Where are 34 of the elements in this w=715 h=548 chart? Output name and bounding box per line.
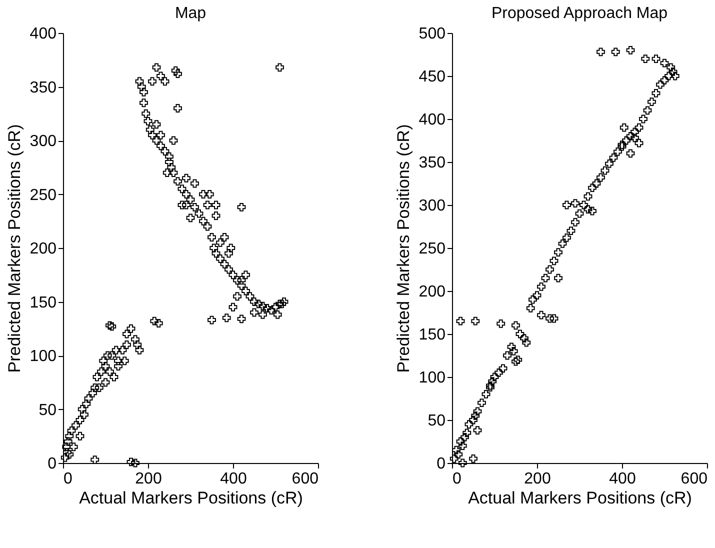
x-tick-label: 400 [220, 470, 247, 488]
y-tick-label: 0 [48, 456, 57, 472]
y-tick-label: 50 [428, 412, 446, 430]
y-tick-label: 200 [418, 284, 446, 300]
y-tick-label: 100 [418, 370, 446, 386]
y-tick-label: 200 [30, 240, 57, 258]
chart-title: Proposed Approach Map [491, 5, 668, 22]
y-tick-label: 0 [436, 456, 446, 472]
y-tick-label: 350 [30, 79, 57, 96]
y-tick-label: 150 [418, 326, 446, 344]
y-tick-label: 400 [30, 26, 57, 42]
y-tick-label: 150 [30, 294, 57, 312]
y-tick-label: 350 [418, 154, 446, 172]
x-tick-label: 0 [452, 470, 462, 488]
y-axis-title: Predicted Markers Positions (cR) [4, 124, 24, 373]
y-tick-label: 50 [38, 402, 57, 419]
x-axis-title: Actual Markers Positions (cR) [79, 488, 303, 508]
y-tick-label: 500 [418, 26, 446, 42]
y-tick-label: 300 [418, 198, 446, 214]
x-tick-label: 400 [609, 470, 636, 488]
y-tick-label: 250 [418, 240, 446, 258]
x-tick-label: 200 [524, 470, 551, 488]
x-tick-label: 200 [135, 470, 162, 488]
x-tick-label: 600 [680, 470, 708, 488]
y-tick-label: 300 [30, 133, 57, 150]
y-tick-label: 250 [30, 186, 57, 204]
x-axis-title: Actual Markers Positions (cR) [468, 488, 692, 508]
chart-title: Map [174, 5, 206, 22]
y-tick-label: 450 [418, 68, 446, 86]
x-tick-label: 600 [292, 470, 319, 488]
x-tick-label: 0 [64, 470, 72, 488]
y-axis-title: Predicted Markers Positions (cR) [394, 124, 413, 373]
y-tick-label: 400 [418, 112, 446, 128]
y-tick-label: 100 [30, 348, 57, 365]
